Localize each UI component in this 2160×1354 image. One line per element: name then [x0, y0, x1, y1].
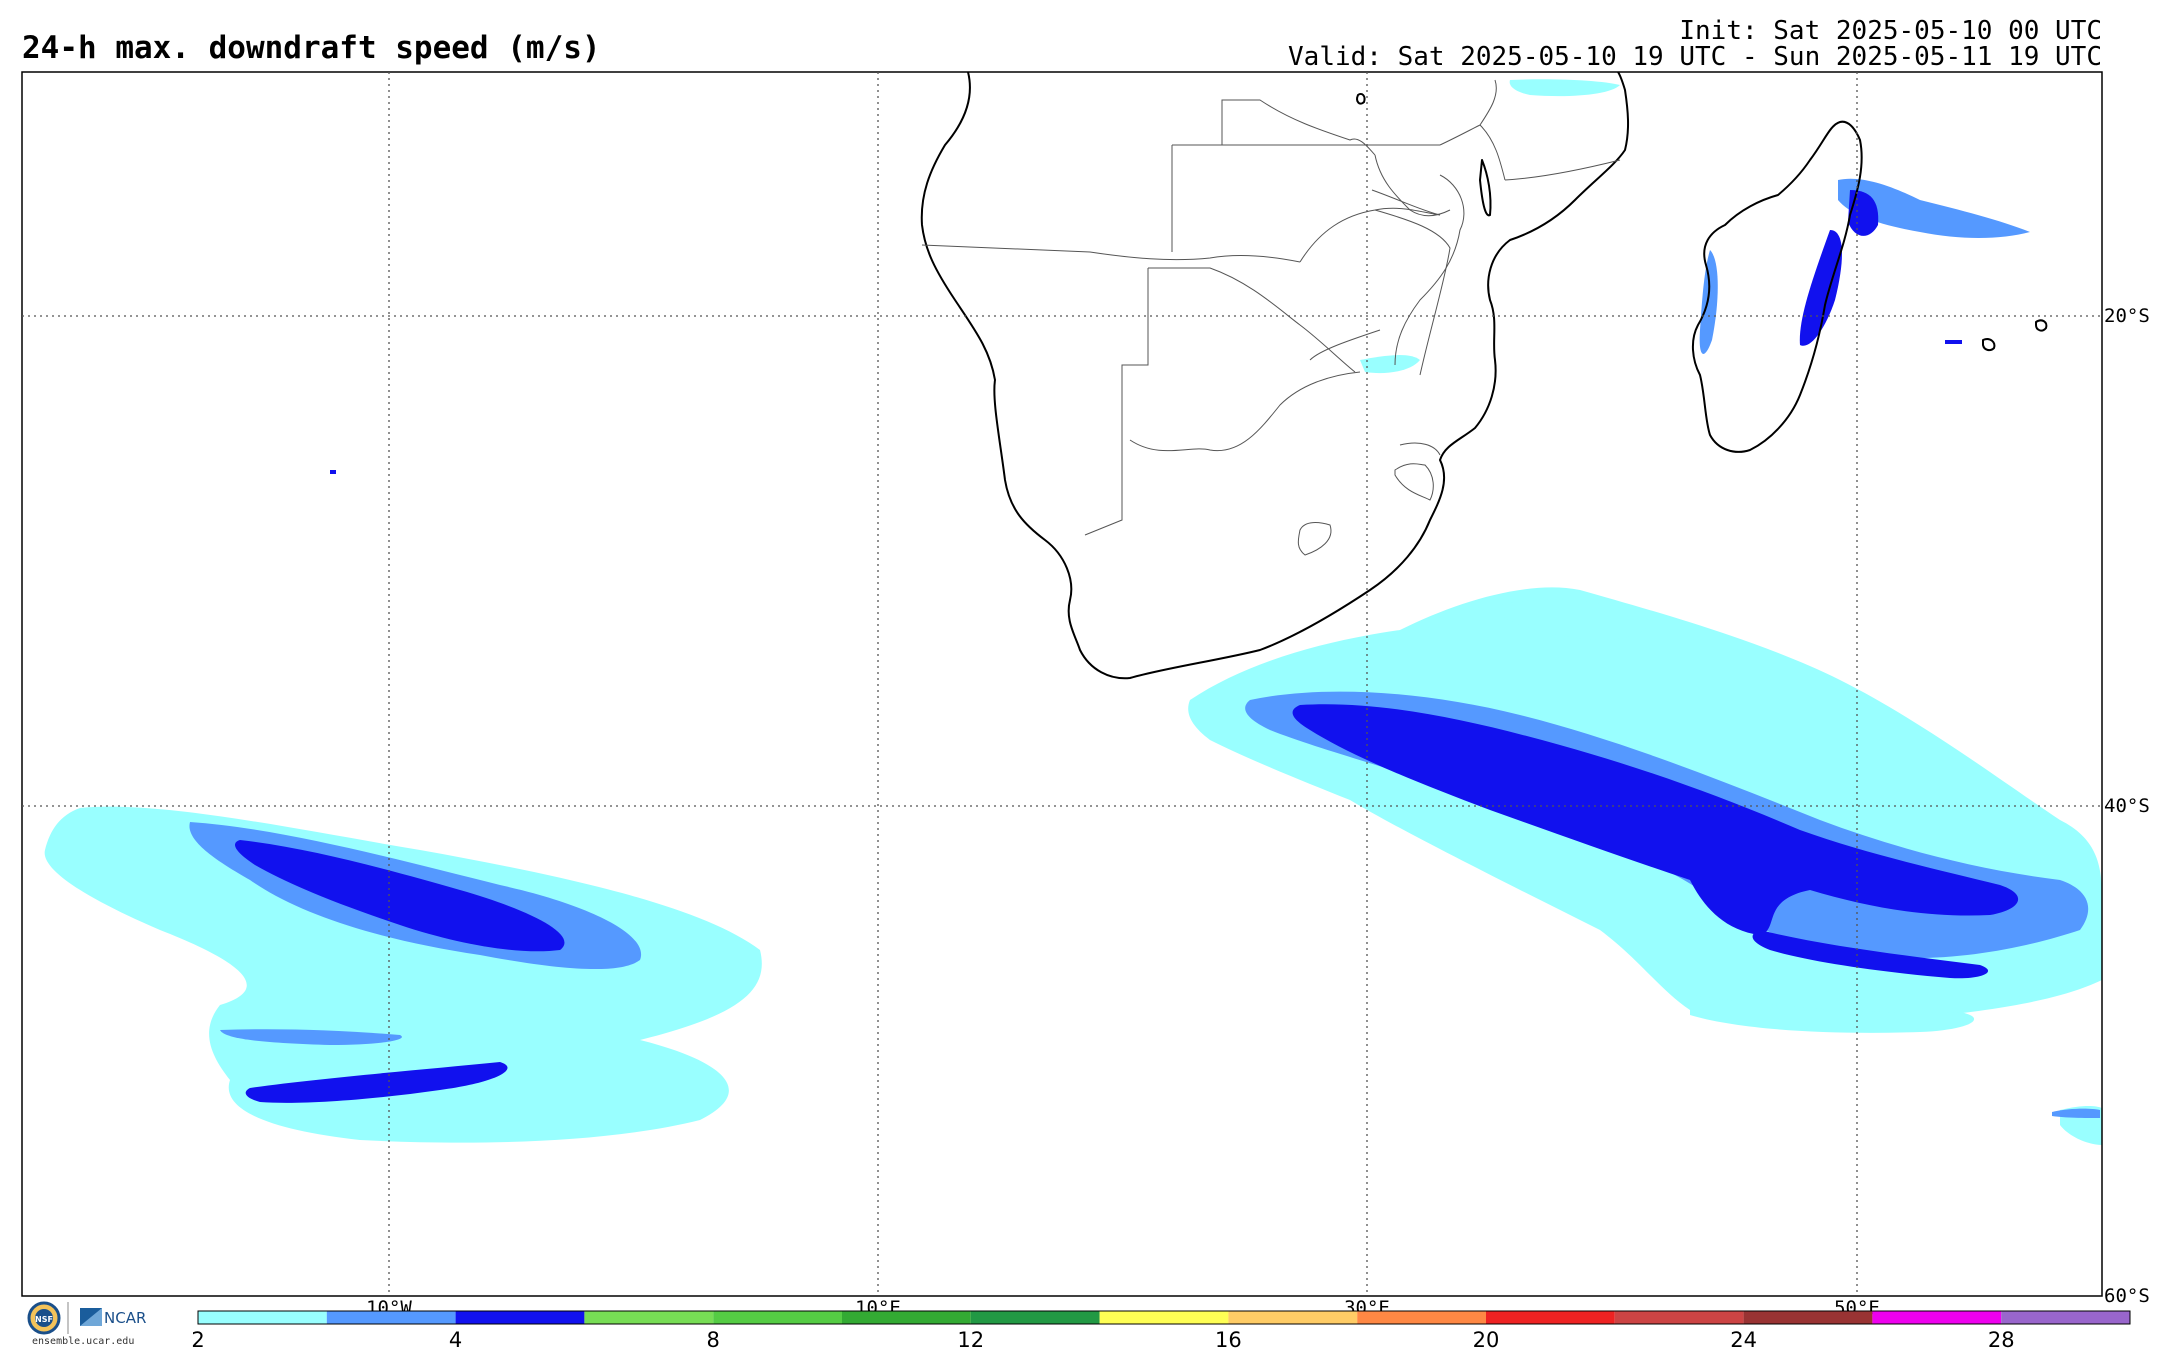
nsf-logo: NSF [27, 1301, 61, 1335]
colorbar-swatch [455, 1311, 585, 1324]
colorbar: 2 4 8 12 16 20 24 28 [191, 1310, 2131, 1352]
field-region-atlantic-south [245, 1062, 508, 1103]
ncar-logo-text: NCAR [104, 1309, 146, 1327]
colorbar-tick-label: 16 [1215, 1328, 1242, 1352]
colorbar-swatch [584, 1311, 714, 1324]
field-region-atlantic-light [44, 806, 762, 1143]
colorbar-swatch [1743, 1311, 1873, 1324]
init-time: Init: Sat 2025-05-10 00 UTC [1679, 16, 2102, 46]
map-title: 24-h max. downdraft speed (m/s) [22, 30, 601, 66]
colorbar-swatch [842, 1311, 971, 1324]
colorbar-swatch [1099, 1311, 1229, 1324]
country-borders [921, 79, 1621, 556]
colorbar-swatch [713, 1311, 842, 1324]
map-frame [21, 71, 2103, 1297]
colorbar-tick-label: 28 [1988, 1328, 2015, 1352]
colorbar-swatch [1486, 1311, 1615, 1324]
nsf-logo-text: NSF [35, 1315, 53, 1324]
ncar-logo: NCAR [80, 1308, 146, 1327]
colorbar-swatch [2001, 1311, 2130, 1324]
africa-coastline [920, 72, 1629, 680]
colorbar-tick-label: 4 [449, 1328, 462, 1352]
valid-time: Valid: Sat 2025-05-10 19 UTC - Sun 2025-… [1288, 42, 2102, 72]
colorbar-tick-label: 12 [957, 1328, 984, 1352]
gridlines [22, 72, 2102, 1296]
colorbar-swatch [1228, 1311, 1358, 1324]
field-region-indian-core [1292, 704, 2019, 935]
lake-malawi [1479, 159, 1492, 217]
reunion-outline [2035, 319, 2048, 332]
lat-label: 20°S [2104, 305, 2150, 327]
madagascar-coastline [1692, 120, 1863, 453]
colorbar-tick-label: 2 [191, 1328, 204, 1352]
colorbar-tick-label: 24 [1730, 1328, 1757, 1352]
colorbar-tick-label: 8 [707, 1328, 720, 1352]
mauritius-outline [1982, 338, 1996, 352]
colorbar-swatch [1872, 1311, 2002, 1324]
colorbar-tick-label: 20 [1473, 1328, 1500, 1352]
colorbar-swatch [326, 1311, 456, 1324]
lat-label: 60°S [2104, 1285, 2150, 1307]
lat-labels: 20°S 40°S 60°S [2104, 305, 2150, 1307]
coastlines [920, 72, 2048, 680]
credit-url: ensemble.ucar.edu [32, 1336, 134, 1347]
field-region-atlantic-core [235, 840, 565, 952]
lake-victoria [1356, 92, 1366, 105]
lat-label: 40°S [2104, 795, 2150, 817]
colorbar-border [197, 1310, 2131, 1325]
colorbar-swatch [1614, 1311, 1744, 1324]
colorbar-swatch [970, 1311, 1100, 1324]
downdraft-field [44, 79, 2102, 1145]
colorbar-swatch [198, 1311, 327, 1324]
colorbar-swatch [1357, 1311, 1486, 1324]
